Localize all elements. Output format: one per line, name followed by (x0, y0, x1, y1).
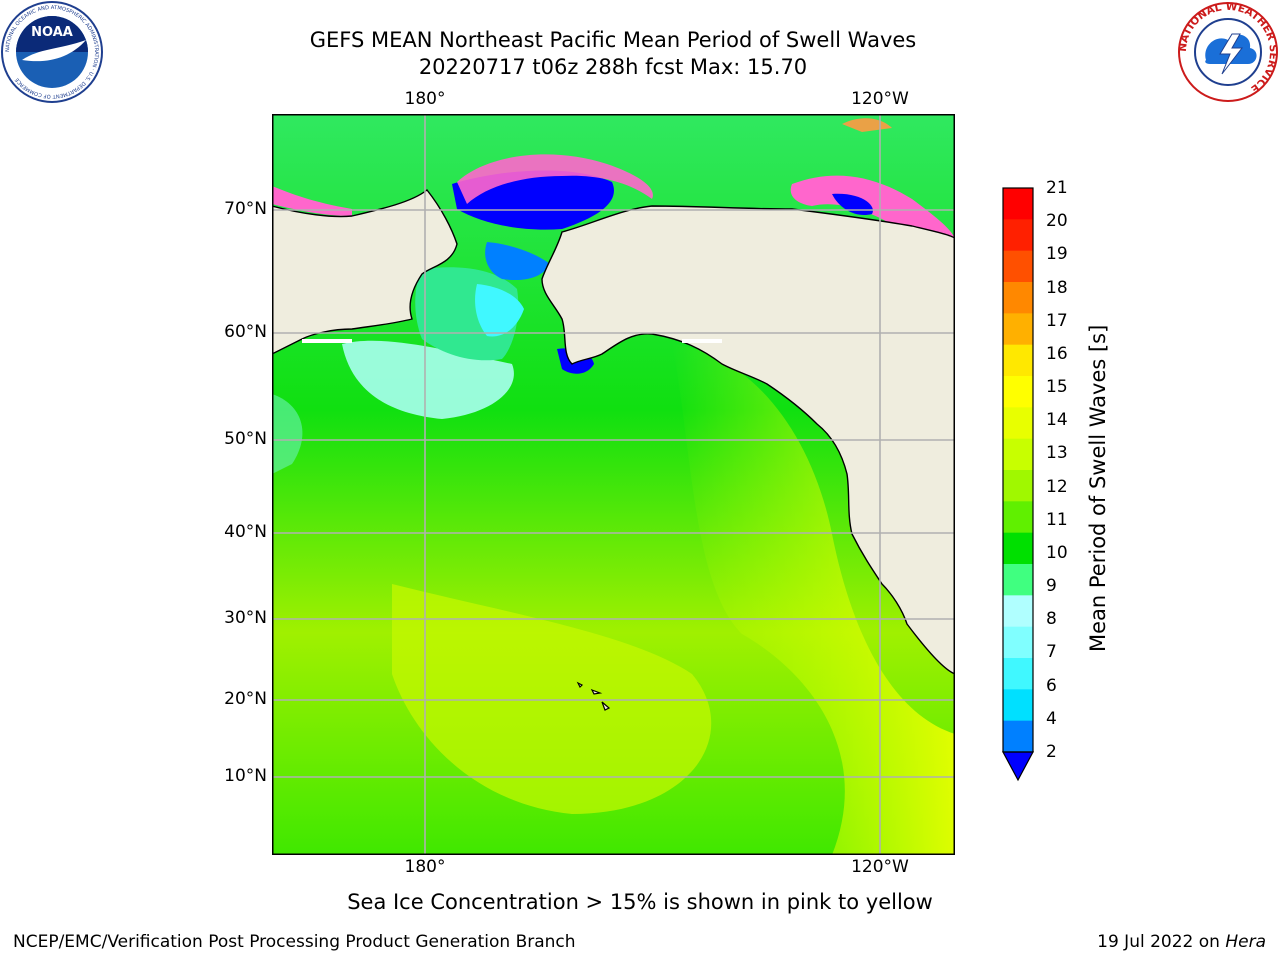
colorbar-swatch (1003, 376, 1033, 408)
sea-ice-edge-chukchi (457, 154, 653, 204)
sea-ice-edge-beaufort (790, 175, 955, 239)
lon-label-bottom-120w: 120°W (851, 857, 909, 877)
colorbar (1000, 186, 1040, 786)
footer-credit: NCEP/EMC/Verification Post Processing Pr… (13, 932, 576, 952)
colorbar-swatch (1003, 407, 1033, 440)
colorbar-tick-label: 2 (1046, 742, 1057, 762)
lon-label-top-120w: 120°W (851, 89, 909, 109)
chart-title: GEFS MEAN Northeast Pacific Mean Period … (309, 28, 917, 52)
short-period-zone-aleutian (342, 340, 514, 419)
colorbar-tick-labels: 2 4 6 7 8 9 10 11 12 13 14 15 16 17 18 19 20 21 (1046, 178, 1106, 780)
colorbar-tick-label: 15 (1046, 377, 1068, 398)
footer-date: 19 Jul 2022 on Hera (1097, 932, 1266, 952)
colorbar-tick-label: 19 (1046, 244, 1068, 265)
swell-period-map (271, 114, 956, 855)
colorbar-swatch (1003, 532, 1033, 565)
colorbar-tick-label: 6 (1046, 675, 1057, 696)
lat-label-20n: 20°N (224, 689, 267, 709)
colorbar-tick-label: 17 (1046, 310, 1068, 331)
sea-ice-caption: Sea Ice Concentration > 15% is shown in … (347, 890, 933, 914)
colorbar-swatch (1003, 219, 1033, 252)
land-hawaii-islands (576, 681, 603, 695)
chart-subtitle: 20220717 t06z 288h fcst Max: 15.70 (418, 55, 808, 79)
medium-period-zone-west (272, 394, 303, 474)
colorbar-swatch (1003, 595, 1033, 628)
colorbar-underflow-triangle (1001, 751, 1035, 782)
land-siberia (271, 189, 458, 356)
colorbar-tick-label: 9 (1046, 576, 1057, 597)
colorbar-swatch (1003, 344, 1033, 377)
colorbar-swatch (1003, 501, 1033, 534)
colorbar-tick-label: 7 (1046, 642, 1057, 663)
no-data-strip-west (302, 339, 352, 343)
colorbar-tick-label: 20 (1046, 211, 1068, 232)
lat-label-60n: 60°N (224, 322, 267, 342)
colorbar-swatch (1003, 626, 1033, 659)
lat-label-40n: 40°N (224, 522, 267, 542)
colorbar-swatch (1003, 689, 1033, 722)
graticule (272, 114, 955, 855)
colorbar-swatch (1003, 720, 1033, 753)
colorbar-tick-label: 4 (1046, 708, 1057, 729)
colorbar-swatch (1003, 470, 1033, 502)
map-panel (271, 114, 956, 855)
colorbar-tick-label: 11 (1046, 509, 1068, 530)
footer-host: Hera (1225, 932, 1266, 952)
colorbar-frame (1002, 187, 1034, 753)
colorbar-swatches (1001, 187, 1035, 782)
colorbar-swatch (1003, 438, 1033, 471)
colorbar-swatch (1003, 250, 1033, 283)
lon-label-top-180: 180° (404, 89, 446, 109)
lat-label-70n: 70°N (224, 199, 267, 219)
bering-strait-field (485, 242, 550, 281)
noaa-logo-text: NOAA (31, 25, 73, 40)
sea-ice-edge-siberia (272, 186, 352, 216)
lat-label-50n: 50°N (224, 429, 267, 449)
colorbar-swatch (1003, 282, 1033, 314)
noaa-logo: NOAA NATIONAL OCEANIC AND ATMOSPHERIC AD… (0, 0, 104, 104)
colorbar-tick-label: 13 (1046, 443, 1068, 464)
colorbar-swatch (1003, 564, 1033, 596)
nws-logo: NATIONAL WEATHER SERVICE (1176, 0, 1280, 104)
footer-date-text: 19 Jul 2022 on (1097, 932, 1226, 952)
colorbar-tick-label: 21 (1046, 178, 1068, 198)
land-hawaii (601, 701, 611, 711)
no-data-strip-east (682, 339, 722, 343)
long-period-zone-east (672, 344, 955, 855)
bering-shelf-field (475, 284, 524, 337)
colorbar-swatch (1003, 188, 1033, 220)
colorbar-tick-label: 10 (1046, 542, 1068, 563)
map-frame (272, 114, 955, 855)
long-period-zone-central (392, 584, 712, 814)
colorbar-tick-label: 14 (1046, 410, 1068, 431)
lat-label-10n: 10°N (224, 766, 267, 786)
colorbar-swatch (1003, 313, 1033, 346)
colorbar-swatch (1003, 658, 1033, 690)
colorbar-tick-label: 18 (1046, 277, 1068, 298)
lat-label-30n: 30°N (224, 608, 267, 628)
colorbar-title: Mean Period of Swell Waves [s] (1086, 324, 1110, 652)
colorbar-tick-label: 8 (1046, 609, 1057, 630)
colorbar-tick-label: 16 (1046, 343, 1068, 364)
lon-label-bottom-180: 180° (404, 857, 446, 877)
land-north-america (541, 205, 956, 676)
colorbar-tick-label: 12 (1046, 476, 1068, 497)
